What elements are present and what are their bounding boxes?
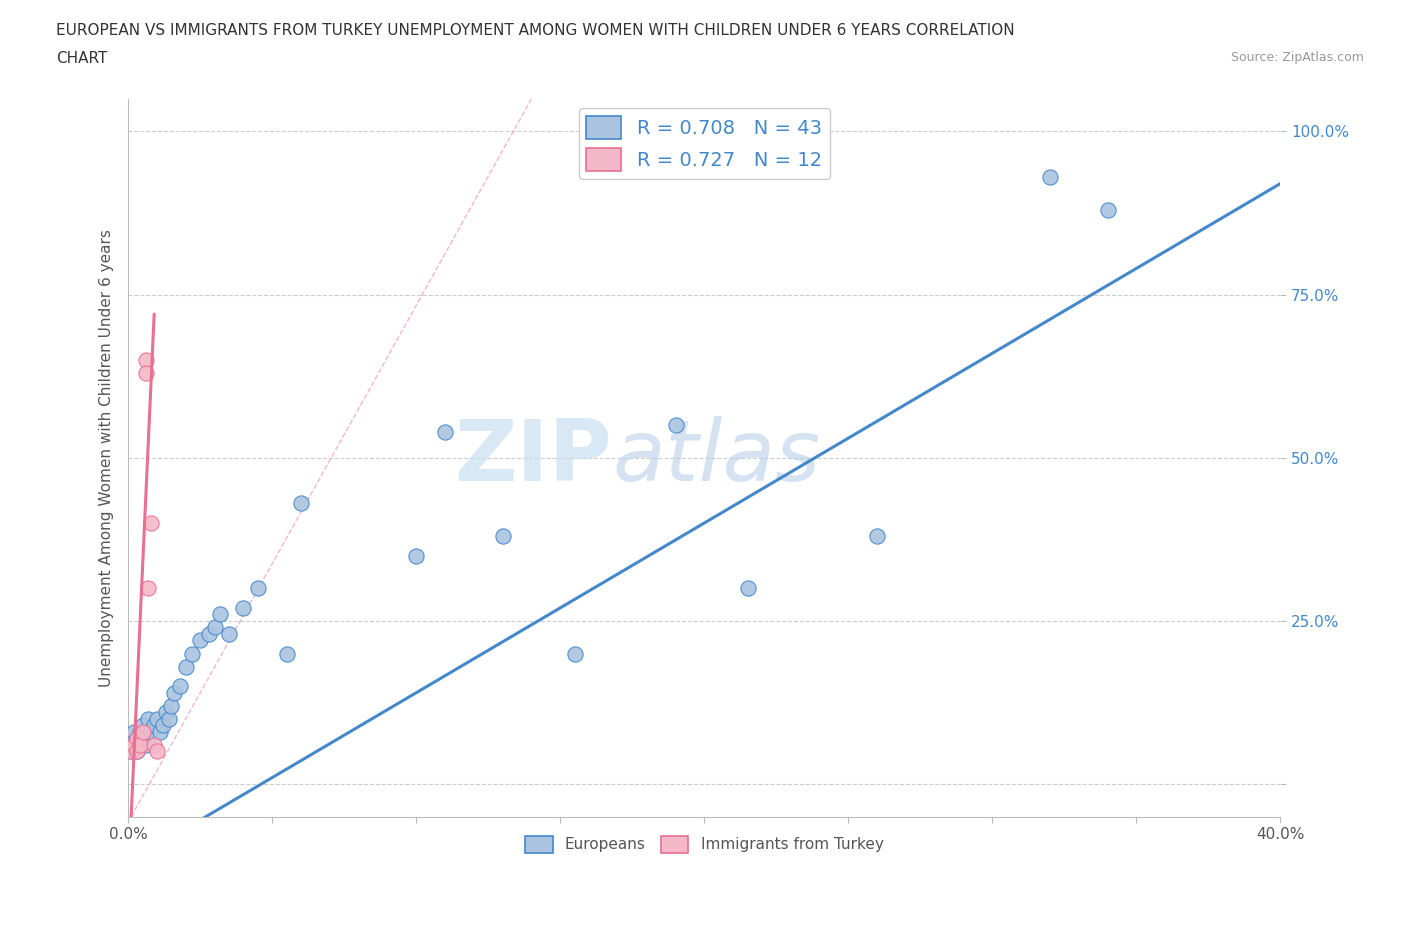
Point <box>125 744 148 759</box>
Point <box>160 698 183 713</box>
Point <box>125 731 148 746</box>
Point <box>866 528 889 543</box>
Point <box>120 744 142 759</box>
Point <box>135 365 157 380</box>
Point <box>232 601 254 616</box>
Point <box>125 731 148 746</box>
Point <box>174 659 197 674</box>
Point <box>737 581 759 596</box>
Point <box>1097 202 1119 217</box>
Point <box>120 744 142 759</box>
Point <box>131 718 153 733</box>
Text: ZIP: ZIP <box>454 417 612 499</box>
Point <box>492 528 515 543</box>
Point <box>152 718 174 733</box>
Point <box>146 744 169 759</box>
Point <box>180 646 202 661</box>
Point <box>405 548 427 563</box>
Point <box>246 581 269 596</box>
Point <box>138 711 160 726</box>
Point <box>209 607 232 622</box>
Point <box>141 724 163 739</box>
Point <box>131 724 153 739</box>
Point <box>157 711 180 726</box>
Y-axis label: Unemployment Among Women with Children Under 6 years: Unemployment Among Women with Children U… <box>100 229 114 686</box>
Point <box>125 744 148 759</box>
Point <box>128 724 150 739</box>
Point <box>141 515 163 530</box>
Point <box>135 352 157 367</box>
Point <box>218 627 240 642</box>
Point <box>276 646 298 661</box>
Point <box>122 724 145 739</box>
Point <box>564 646 586 661</box>
Point <box>135 737 157 752</box>
Point <box>188 633 211 648</box>
Text: atlas: atlas <box>612 417 820 499</box>
Point <box>138 731 160 746</box>
Point <box>149 724 172 739</box>
Point <box>146 711 169 726</box>
Point <box>434 424 457 439</box>
Point <box>290 496 312 511</box>
Point <box>155 705 177 720</box>
Point <box>128 737 150 752</box>
Point <box>169 679 191 694</box>
Point <box>135 724 157 739</box>
Text: EUROPEAN VS IMMIGRANTS FROM TURKEY UNEMPLOYMENT AMONG WOMEN WITH CHILDREN UNDER : EUROPEAN VS IMMIGRANTS FROM TURKEY UNEMP… <box>56 23 1015 38</box>
Point <box>131 731 153 746</box>
Point <box>204 620 226 635</box>
Text: Source: ZipAtlas.com: Source: ZipAtlas.com <box>1230 51 1364 64</box>
Point <box>163 685 186 700</box>
Point <box>143 737 166 752</box>
Point <box>198 627 221 642</box>
Point <box>138 581 160 596</box>
Text: CHART: CHART <box>56 51 108 66</box>
Legend: Europeans, Immigrants from Turkey: Europeans, Immigrants from Turkey <box>519 830 890 859</box>
Point <box>128 737 150 752</box>
Point <box>122 737 145 752</box>
Point <box>143 718 166 733</box>
Point <box>1039 169 1062 184</box>
Point <box>664 418 686 432</box>
Point <box>122 737 145 752</box>
